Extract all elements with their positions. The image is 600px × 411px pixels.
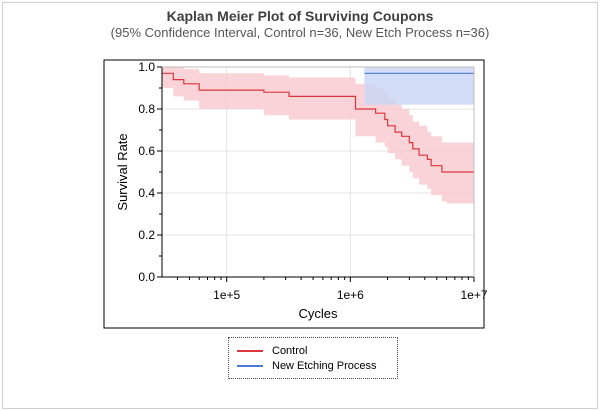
y-tick-label: 1.0 xyxy=(138,60,155,74)
x-tick-label: 1e+6 xyxy=(337,288,364,302)
chart-subtitle: (95% Confidence Interval, Control n=36, … xyxy=(110,25,490,40)
y-tick-label: 0.6 xyxy=(138,144,155,158)
y-tick-label: 0.2 xyxy=(138,228,155,242)
y-tick-label: 0.8 xyxy=(138,102,155,116)
x-axis-label: Cycles xyxy=(298,306,338,321)
legend-label-new-etching-process: New Etching Process xyxy=(272,360,377,372)
y-tick-label: 0.4 xyxy=(138,186,155,200)
x-tick-label: 1e+7 xyxy=(460,288,487,302)
legend-item-new-etching-process: New Etching Process xyxy=(237,359,377,373)
ci-band-control xyxy=(162,67,474,204)
chart-title: Kaplan Meier Plot of Surviving Coupons xyxy=(166,8,434,24)
y-tick-label: 0.0 xyxy=(138,270,155,284)
legend-swatch-control xyxy=(237,350,263,352)
legend-item-control: Control xyxy=(237,344,307,358)
y-axis-label: Survival Rate xyxy=(115,133,130,210)
x-tick-label: 1e+5 xyxy=(213,288,240,302)
legend-swatch-new-etching-process xyxy=(237,365,263,367)
ci-band-new-etching-process xyxy=(364,67,474,105)
series-line-control xyxy=(162,72,474,173)
legend: Control New Etching Process xyxy=(228,337,398,379)
legend-label-control: Control xyxy=(272,345,308,357)
